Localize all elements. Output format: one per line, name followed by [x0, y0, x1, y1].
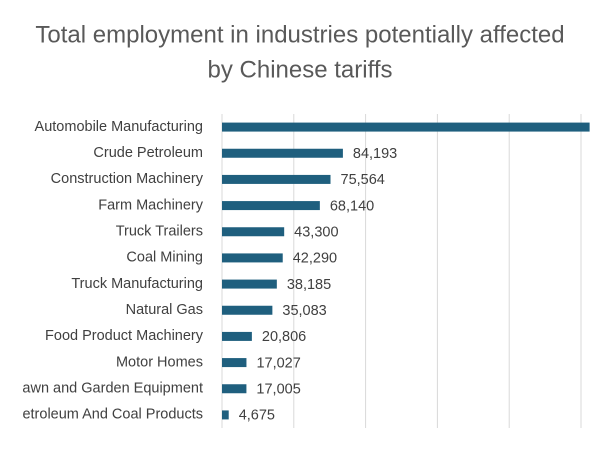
- chart-title: Total employment in industries potential…: [35, 21, 564, 48]
- y-tick-label: etroleum And Coal Products: [22, 407, 203, 423]
- data-label: 42,290: [293, 251, 337, 267]
- bar: [222, 201, 320, 211]
- y-tick-label: Truck Manufacturing: [71, 276, 203, 292]
- y-tick-label: Crude Petroleum: [93, 145, 203, 161]
- data-label: 17,027: [256, 355, 300, 371]
- data-label: 68,140: [330, 198, 374, 214]
- y-tick-label: Food Product Machinery: [45, 328, 204, 344]
- bar: [222, 279, 277, 289]
- data-label: 84,193: [353, 146, 397, 162]
- bar: [222, 410, 229, 420]
- bar: [222, 384, 247, 394]
- y-tick-label: Natural Gas: [126, 302, 203, 318]
- bar: [222, 358, 247, 368]
- y-tick-label: Automobile Manufacturing: [35, 119, 203, 135]
- data-label: 35,083: [282, 303, 326, 319]
- data-label: 4,675: [239, 408, 275, 424]
- bar: [222, 227, 285, 237]
- data-label: 38,185: [287, 277, 331, 293]
- y-tick-label: Motor Homes: [116, 354, 203, 370]
- y-tick-label: Coal Mining: [126, 250, 203, 266]
- chart-title: by Chinese tariffs: [208, 56, 393, 83]
- y-tick-label: awn and Garden Equipment: [22, 381, 203, 397]
- bar: [222, 122, 590, 132]
- y-tick-label: Farm Machinery: [98, 197, 203, 213]
- bar: [222, 331, 252, 341]
- data-label: 17,005: [256, 382, 300, 398]
- y-tick-label: Construction Machinery: [51, 171, 204, 187]
- bar: [222, 253, 283, 263]
- data-label: 20,806: [262, 329, 306, 345]
- y-tick-label: Truck Trailers: [116, 224, 203, 240]
- bar: [222, 174, 331, 184]
- data-label: 43,300: [294, 225, 338, 241]
- bar: [222, 148, 343, 158]
- data-label: 75,564: [341, 172, 385, 188]
- bar: [222, 305, 273, 315]
